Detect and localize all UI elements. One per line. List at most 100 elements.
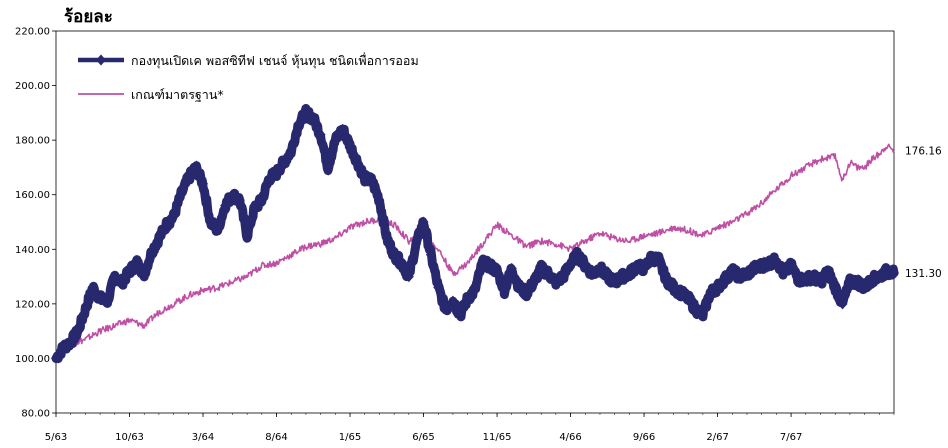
fund-data-point: [822, 265, 833, 277]
fund-end-value-label: 131.30: [905, 268, 942, 280]
fund-data-point: [308, 112, 319, 124]
x-tick-label: 4/66: [559, 432, 581, 443]
y-tick-label: 160.00: [15, 190, 50, 201]
end-labels: 176.16 131.30: [905, 146, 942, 280]
fund-data-point: [705, 287, 716, 299]
fund-data-point: [286, 145, 297, 157]
legend: กองทุนเปิดเค พอสซิทีฟ เชนจ์ หุ้นทุน ชนิด…: [78, 52, 419, 102]
fund-data-point: [565, 257, 576, 269]
fund-data-point: [139, 268, 150, 280]
fund-data-point: [492, 265, 503, 277]
fund-data-point: [396, 257, 407, 269]
fund-data-point: [80, 303, 91, 315]
fund-data-point: [389, 249, 400, 261]
fund-series-line: [54, 103, 896, 364]
fund-data-point: [778, 268, 789, 280]
x-tick-label: 7/67: [780, 432, 802, 443]
y-axis: 80.00 100.00 120.00 140.00 160.00 180.00 200.0…: [15, 27, 56, 420]
fund-data-point: [558, 271, 569, 283]
fund-data-point: [315, 129, 326, 141]
fund-data-point: [256, 194, 267, 206]
fund-data-point: [117, 276, 128, 288]
fund-series-band: [51, 104, 899, 363]
fund-data-point: [874, 271, 885, 283]
fund-data-point: [161, 219, 172, 231]
fund-data-point: [330, 134, 341, 146]
y-tick-label: 180.00: [15, 136, 50, 147]
fund-data-point: [521, 287, 532, 299]
fund-data-point: [550, 276, 561, 288]
fund-data-point: [602, 271, 613, 283]
fund-data-point: [786, 260, 797, 272]
x-tick-label: 1/65: [339, 432, 361, 443]
fund-data-point: [433, 281, 444, 293]
fund-data-point: [300, 107, 311, 119]
fund-data-point: [271, 167, 282, 179]
fund-data-point: [653, 254, 664, 266]
fund-data-point: [212, 224, 223, 236]
fund-data-point: [741, 268, 752, 280]
fund-data-point: [264, 172, 275, 184]
fund-data-point: [830, 281, 841, 293]
fund-data-point: [411, 238, 422, 250]
x-tick-label: 6/65: [412, 432, 434, 443]
fund-data-point: [234, 194, 245, 206]
y-tick-label: 200.00: [15, 81, 50, 92]
fund-data-point: [153, 232, 164, 244]
fund-data-point: [65, 336, 76, 348]
fund-data-point: [543, 268, 554, 280]
fund-data-point: [484, 260, 495, 272]
fund-data-point: [278, 156, 289, 168]
fund-data-point: [712, 281, 723, 293]
y-tick-label: 140.00: [15, 245, 50, 256]
series-group: [51, 103, 899, 364]
y-tick-label: 220.00: [15, 27, 50, 38]
fund-data-point: [793, 273, 804, 285]
fund-data-point: [403, 271, 414, 283]
fund-data-point: [447, 295, 458, 307]
fund-data-point: [337, 123, 348, 135]
fund-data-point: [51, 352, 61, 364]
fund-data-point: [661, 273, 672, 285]
x-tick-label: 2/67: [706, 432, 728, 443]
fund-data-point: [536, 262, 547, 274]
y-tick-label: 120.00: [15, 299, 50, 310]
y-tick-label: 80.00: [21, 409, 50, 420]
fund-data-point: [639, 262, 650, 274]
fund-data-point: [352, 156, 363, 168]
legend-fund-label: กองทุนเปิดเค พอสซิทีฟ เชนจ์ หุ้นทุน ชนิด…: [131, 52, 419, 69]
fund-data-point: [293, 118, 304, 130]
fund-data-point: [859, 281, 870, 293]
fund-data-point: [146, 246, 157, 258]
x-tick-label: 3/64: [192, 432, 214, 443]
x-tick-label: 5/63: [45, 432, 67, 443]
fund-data-point: [455, 309, 466, 321]
fund-data-point: [580, 260, 591, 272]
fund-data-point: [227, 189, 238, 201]
fund-data-point: [198, 178, 209, 190]
x-axis: 5/63 10/63 3/64 8/64 1/65 6/65 11/65 4/66 9/66 2/…: [45, 413, 895, 443]
fund-data-point: [727, 265, 738, 277]
fund-data-point: [514, 281, 525, 293]
fund-data-point: [440, 303, 451, 315]
fund-data-point: [506, 262, 517, 274]
fund-data-point: [587, 268, 598, 280]
fund-data-point: [322, 161, 333, 173]
fund-data-point: [190, 161, 201, 173]
fund-data-point: [175, 189, 186, 201]
fund-data-point: [87, 281, 98, 293]
fund-data-point: [697, 309, 708, 321]
fund-data-point: [345, 140, 356, 152]
plot-area: [55, 30, 895, 414]
fund-data-point: [242, 230, 253, 242]
fund-data-point: [837, 298, 848, 310]
fund-data-point: [815, 276, 826, 288]
x-tick-label: 8/64: [265, 432, 287, 443]
fund-data-point: [168, 211, 179, 223]
fund-data-point: [609, 276, 620, 288]
legend-benchmark-label: เกณฑ์มาตรฐาน*: [131, 87, 224, 102]
fund-data-point: [249, 202, 260, 214]
fund-data-point: [73, 325, 84, 337]
